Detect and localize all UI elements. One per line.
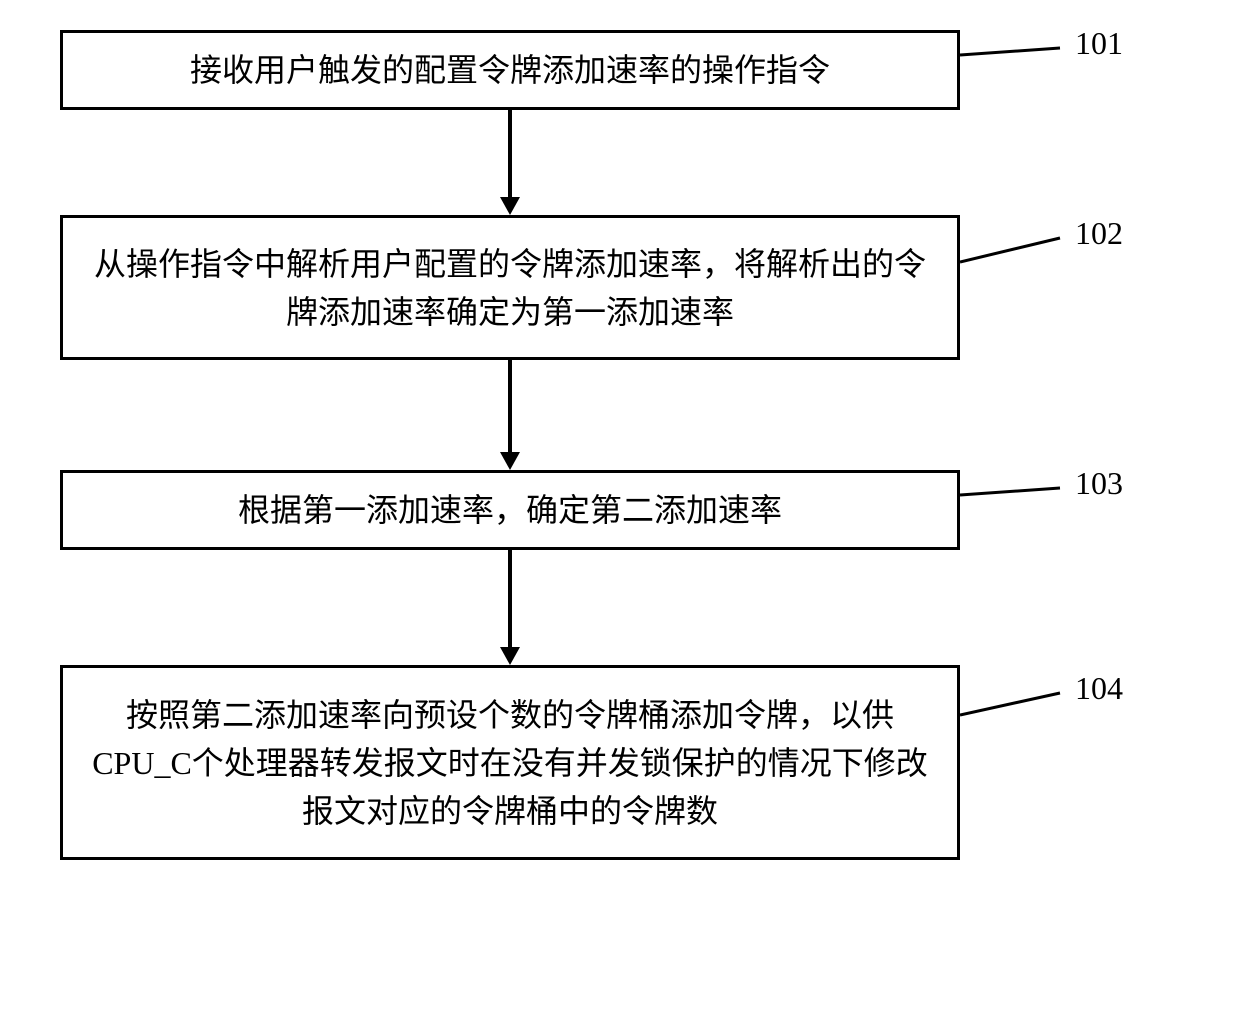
step-text-4: 按照第二添加速率向预设个数的令牌桶添加令牌，以供CPU_C个处理器转发报文时在没… [83,691,937,835]
step-box-3: 根据第一添加速率，确定第二添加速率 [60,470,960,550]
connector-4 [960,685,1075,725]
connector-2 [960,230,1075,270]
step-label-4: 104 [1075,670,1123,707]
flowchart-container: 接收用户触发的配置令牌添加速率的操作指令 101 从操作指令中解析用户配置的令牌… [0,0,1240,1015]
step-text-2: 从操作指令中解析用户配置的令牌添加速率，将解析出的令牌添加速率确定为第一添加速率 [83,240,937,336]
step-label-2: 102 [1075,215,1123,252]
arrow-head-2 [500,452,520,470]
step-label-3: 103 [1075,465,1123,502]
arrow-line-1 [508,110,512,197]
arrow-line-3 [508,550,512,647]
step-label-1: 101 [1075,25,1123,62]
step-box-2: 从操作指令中解析用户配置的令牌添加速率，将解析出的令牌添加速率确定为第一添加速率 [60,215,960,360]
connector-3 [960,480,1075,510]
step-text-1: 接收用户触发的配置令牌添加速率的操作指令 [190,46,830,94]
arrow-head-1 [500,197,520,215]
step-box-4: 按照第二添加速率向预设个数的令牌桶添加令牌，以供CPU_C个处理器转发报文时在没… [60,665,960,860]
connector-1 [960,40,1075,70]
arrow-head-3 [500,647,520,665]
arrow-line-2 [508,360,512,452]
step-box-1: 接收用户触发的配置令牌添加速率的操作指令 [60,30,960,110]
step-text-3: 根据第一添加速率，确定第二添加速率 [238,486,782,534]
